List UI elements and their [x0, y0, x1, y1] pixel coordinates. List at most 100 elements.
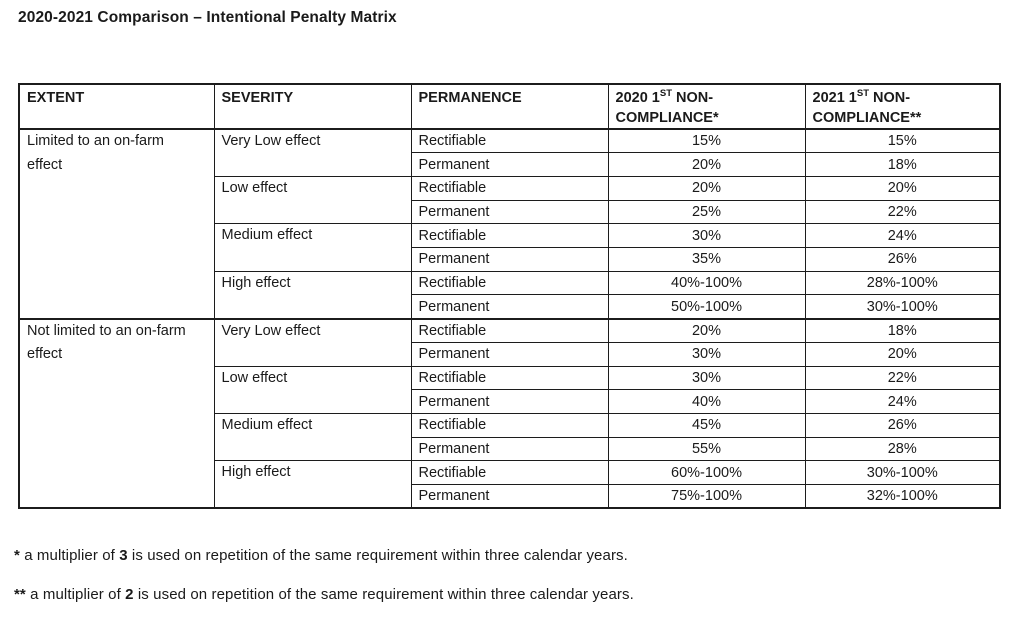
penalty-matrix-table: EXTENT SEVERITY PERMANENCE 2020 1ST NON-… [18, 83, 1001, 510]
permanence-cell: Permanent [410, 199, 609, 225]
header-2020-text-rest: NON- [672, 90, 714, 106]
value-2020-cell: 55% [607, 436, 806, 462]
severity-cell: Medium effect [213, 223, 412, 272]
value-2020-cell: 20% [607, 152, 806, 177]
table-row: Low effect Rectifiable 30% 22% [19, 365, 1001, 414]
footnote-text: a multiplier of [25, 586, 126, 603]
value-2021-cell: 22% [804, 365, 1001, 391]
value-2021-cell: 22% [804, 199, 1001, 225]
value-2021-cell: 24% [804, 223, 1001, 249]
value-2021-cell: 18% [804, 152, 1001, 177]
permanence-cell: Rectifiable [410, 365, 609, 391]
table-row: Permanent 50%-100% 30%-100% [19, 294, 1001, 320]
footnote-text: a multiplier of [19, 547, 120, 564]
value-2020-cell: 35% [607, 247, 806, 272]
value-2021-cell: 24% [804, 389, 1001, 414]
severity-cell: High effect [213, 270, 412, 320]
table-row: Low effect Rectifiable 20% 20% [19, 175, 1001, 225]
permanence-cell: Rectifiable [410, 223, 609, 249]
value-2021-cell: 20% [804, 176, 1001, 201]
value-2020-cell: 40% [607, 389, 806, 414]
value-2021-cell: 18% [804, 317, 1001, 343]
value-2020-cell: 15% [607, 128, 806, 154]
column-header-permanence: PERMANENCE [410, 83, 609, 131]
value-2020-cell: 25% [607, 199, 806, 225]
footnote-multiplier-2020: * a multiplier of 3 is used on repetitio… [14, 547, 628, 564]
value-2020-cell: 20% [607, 176, 806, 201]
value-2021-cell: 28% [804, 436, 1001, 462]
value-2021-cell: 26% [804, 412, 1001, 438]
value-2021-cell: 30%-100% [804, 460, 1001, 485]
column-header-severity: SEVERITY [213, 83, 412, 131]
value-2021-cell: 15% [804, 128, 1001, 154]
extent-cell: Not limited to an on-farm effect [18, 317, 215, 509]
value-2020-cell: 30% [607, 365, 806, 391]
permanence-cell: Permanent [410, 341, 609, 367]
value-2020-cell: 45% [607, 412, 806, 438]
value-2021-cell: 28%-100% [804, 270, 1001, 296]
header-2020-text: 2020 1 [615, 90, 660, 106]
value-2020-cell: 40%-100% [607, 270, 806, 296]
permanence-cell: Rectifiable [410, 270, 609, 296]
severity-cell: Low effect [213, 365, 412, 414]
value-2021-cell: 30%-100% [804, 294, 1001, 320]
extent-cell: Limited to an on-farm effect [18, 128, 215, 320]
column-header-2021-non-compliance: 2021 1ST NON- COMPLIANCE** [804, 83, 1001, 131]
header-2020-line2: COMPLIANCE* [615, 109, 719, 126]
permanence-cell: Permanent [410, 294, 609, 320]
header-2021-text: 2021 1 [812, 90, 857, 106]
permanence-cell: Rectifiable [410, 128, 609, 154]
value-2020-cell: 50%-100% [607, 294, 806, 320]
permanence-cell: Rectifiable [410, 412, 609, 438]
table-row: Medium effect Rectifiable 30% 24% [19, 223, 1001, 272]
footnote-multiplier-value: 2 [125, 586, 134, 603]
extent-cell-label: Limited to an on-farm effect [27, 133, 165, 173]
severity-cell: Very Low effect [213, 317, 412, 367]
header-2021-superscript: ST [856, 88, 869, 100]
footnote-multiplier-2021: ** a multiplier of 2 is used on repetiti… [14, 586, 634, 603]
table-row: High effect Rectifiable 40%-100% 28%-100% [19, 270, 1001, 320]
severity-cell: Very Low effect [213, 128, 412, 178]
column-header-2020-non-compliance: 2020 1ST NON- COMPLIANCE* [607, 83, 806, 131]
severity-cell: Medium effect [213, 412, 412, 462]
footnote-multiplier-value: 3 [119, 547, 128, 564]
table-row: Permanent 35% 26% [19, 247, 1001, 272]
table-row: Not limited to an on-farm effect Very Low… [18, 317, 1001, 509]
header-row: EXTENT SEVERITY PERMANENCE 2020 1ST NON-… [18, 83, 1001, 131]
value-2020-cell: 20% [607, 317, 806, 343]
footnote-marker: ** [14, 586, 26, 603]
value-2020-cell: 30% [607, 341, 806, 367]
permanence-cell: Rectifiable [410, 317, 609, 343]
permanence-cell: Permanent [410, 389, 609, 414]
value-2020-cell: 30% [607, 223, 806, 249]
permanence-cell: Permanent [410, 483, 609, 509]
table-row: Permanent 25% 22% [19, 199, 1001, 225]
matrix-body: Limited to an on-farm effect Very Low eff… [18, 128, 1001, 509]
header-2021-line2: COMPLIANCE** [812, 109, 922, 126]
table-row: Permanent 20% 18% [19, 152, 1001, 177]
table-row: Permanent 55% 28% [19, 436, 1001, 462]
page-title: 2020-2021 Comparison – Intentional Penal… [18, 9, 397, 26]
permanence-cell: Rectifiable [410, 176, 609, 201]
footnote-marker: * [14, 547, 20, 564]
permanence-cell: Permanent [410, 152, 609, 177]
header-2021-text-rest: NON- [869, 90, 911, 106]
footnote-text: is used on repetition of the same requir… [133, 586, 634, 603]
column-header-extent: EXTENT [18, 83, 215, 131]
table-row: Permanent 40% 24% [19, 389, 1001, 414]
severity-cell: High effect [213, 460, 412, 509]
header-2020-superscript: ST [659, 88, 672, 100]
permanence-cell: Rectifiable [410, 460, 609, 485]
table-row: Permanent 75%-100% 32%-100% [19, 483, 1001, 509]
table-row: Permanent 30% 20% [19, 341, 1001, 367]
value-2021-cell: 20% [804, 341, 1001, 367]
permanence-cell: Permanent [410, 436, 609, 462]
value-2020-cell: 75%-100% [607, 483, 806, 509]
permanence-cell: Permanent [410, 247, 609, 272]
extent-cell-label: Not limited to an on-farm effect [27, 322, 186, 363]
footnote-text: is used on repetition of the same requir… [127, 547, 628, 564]
value-2020-cell: 60%-100% [607, 460, 806, 485]
table-row: High effect Rectifiable 60%-100% 30%-100% [19, 460, 1001, 509]
table-row: Limited to an on-farm effect Very Low eff… [18, 128, 1001, 320]
value-2021-cell: 26% [804, 247, 1001, 272]
